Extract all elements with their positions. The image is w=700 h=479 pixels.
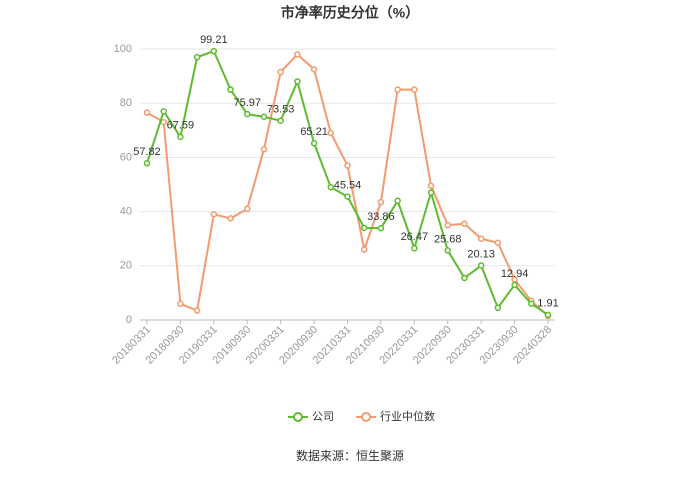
- point: [327, 183, 335, 191]
- y-tick-label: 80: [120, 97, 132, 109]
- point: [310, 140, 318, 147]
- point: [160, 118, 167, 126]
- point: [444, 247, 451, 254]
- data-label: 26.47: [401, 231, 429, 243]
- point: [494, 304, 502, 312]
- point: [210, 47, 218, 55]
- data-label: 1.91: [537, 298, 558, 310]
- point: [260, 113, 268, 120]
- point: [344, 193, 351, 200]
- data-label: 75.97: [233, 97, 261, 109]
- point: [260, 146, 268, 153]
- y-tick-label: 40: [120, 206, 132, 218]
- point: [277, 117, 284, 124]
- chart-title: 市净率历史分位（%）: [281, 5, 419, 21]
- point: [427, 182, 435, 190]
- y-tick-label: 20: [120, 260, 132, 272]
- point: [461, 274, 468, 282]
- point: [244, 205, 251, 213]
- point: [477, 262, 485, 269]
- data-label: 45.54: [334, 179, 362, 191]
- point: [544, 311, 552, 319]
- legend-label: 行业中位数: [380, 409, 435, 423]
- point: [477, 235, 485, 242]
- point: [143, 109, 151, 116]
- point: [310, 66, 318, 73]
- point: [143, 160, 151, 167]
- point: [244, 110, 251, 118]
- point: [227, 215, 234, 222]
- point: [411, 86, 418, 93]
- point: [444, 221, 451, 229]
- point: [394, 86, 401, 93]
- point: [411, 245, 418, 252]
- data-label: 99.21: [200, 34, 228, 46]
- point: [511, 281, 518, 289]
- legend-label: 公司: [312, 411, 334, 423]
- point: [177, 133, 184, 141]
- point: [461, 220, 468, 228]
- data-label: 57.82: [133, 146, 161, 158]
- legend-swatch: [293, 412, 303, 422]
- data-label: 73.53: [267, 104, 295, 116]
- point: [177, 300, 184, 307]
- legend-swatch: [361, 412, 371, 422]
- point: [193, 53, 201, 61]
- point: [294, 78, 301, 85]
- point: [360, 224, 368, 232]
- data-label: 12.94: [501, 268, 529, 280]
- point: [394, 197, 401, 205]
- y-tick-label: 60: [120, 151, 132, 163]
- point: [528, 300, 535, 307]
- source: 数据来源：恒生聚源: [296, 448, 404, 463]
- point: [327, 129, 335, 137]
- point: [210, 211, 218, 218]
- point: [294, 51, 301, 58]
- data-label: 67.59: [167, 120, 195, 132]
- point: [377, 198, 385, 206]
- point: [277, 68, 284, 76]
- data-label: 20.13: [467, 248, 495, 260]
- data-label: 25.68: [434, 233, 462, 245]
- data-label: 33.86: [367, 211, 395, 223]
- point: [377, 224, 385, 232]
- point: [344, 162, 351, 169]
- data-label: 65.21: [300, 126, 328, 138]
- point: [193, 307, 201, 314]
- point: [227, 86, 234, 93]
- point: [494, 239, 502, 247]
- point: [160, 108, 167, 115]
- point: [427, 189, 435, 196]
- y-tick-label: 0: [126, 314, 132, 326]
- y-tick-label: 100: [114, 43, 132, 55]
- point: [360, 246, 368, 253]
